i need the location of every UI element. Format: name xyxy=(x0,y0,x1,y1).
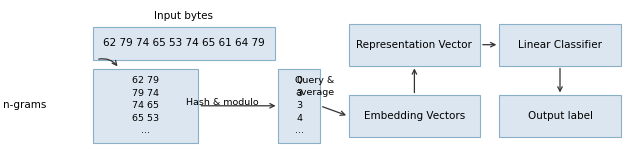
Text: n-grams: n-grams xyxy=(3,100,47,110)
Text: Hash & modulo: Hash & modulo xyxy=(186,98,259,107)
FancyBboxPatch shape xyxy=(349,95,480,137)
FancyBboxPatch shape xyxy=(93,27,275,60)
FancyBboxPatch shape xyxy=(93,69,198,143)
Text: 62 79
79 74
74 65
65 53
...: 62 79 79 74 74 65 65 53 ... xyxy=(132,76,159,135)
Text: Embedding Vectors: Embedding Vectors xyxy=(364,111,465,121)
Text: Output label: Output label xyxy=(527,111,593,121)
Text: Query &
average: Query & average xyxy=(295,76,334,97)
FancyBboxPatch shape xyxy=(278,69,320,143)
Text: Linear Classifier: Linear Classifier xyxy=(518,40,602,50)
Text: Input bytes: Input bytes xyxy=(154,11,214,21)
Text: 62 79 74 65 53 74 65 61 64 79: 62 79 74 65 53 74 65 61 64 79 xyxy=(103,38,265,48)
Text: 0
3
3
4
...: 0 3 3 4 ... xyxy=(294,76,304,135)
Text: Representation Vector: Representation Vector xyxy=(356,40,472,50)
FancyBboxPatch shape xyxy=(499,24,621,66)
FancyBboxPatch shape xyxy=(349,24,480,66)
FancyBboxPatch shape xyxy=(499,95,621,137)
